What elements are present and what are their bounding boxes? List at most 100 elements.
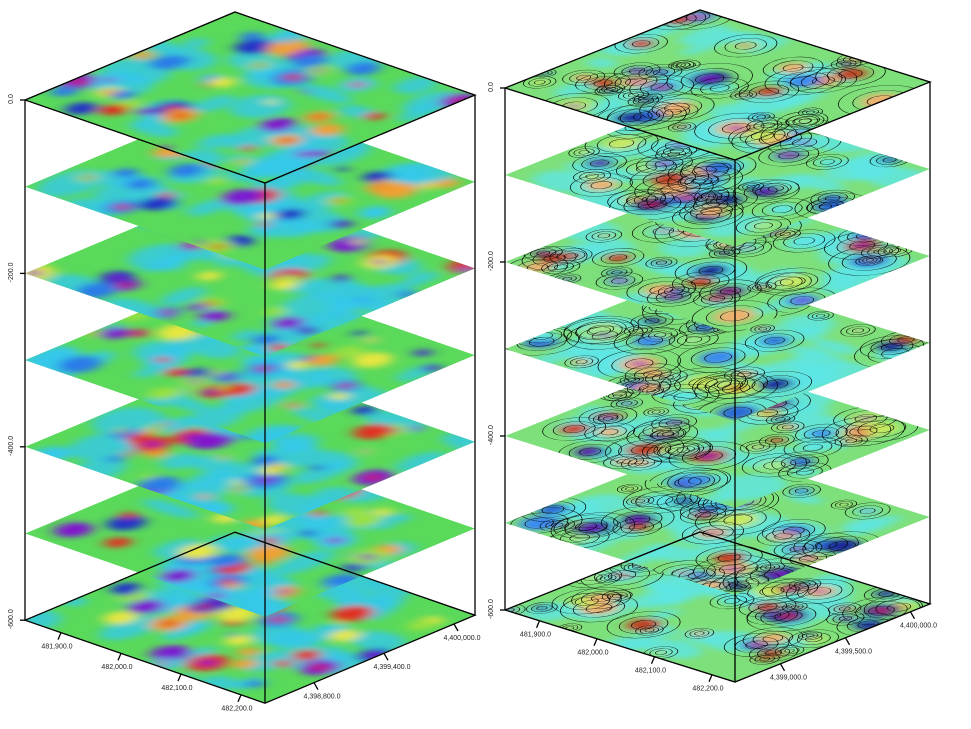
contour	[553, 514, 619, 539]
contour	[592, 248, 645, 268]
contour	[549, 247, 593, 264]
contour	[777, 71, 830, 91]
contour	[666, 63, 753, 95]
contour	[691, 178, 706, 184]
blob-core	[539, 251, 547, 255]
slice-base	[505, 532, 930, 682]
contour	[623, 377, 640, 383]
contour	[800, 72, 847, 89]
blob	[237, 647, 260, 657]
blob	[247, 545, 290, 562]
blob	[206, 177, 227, 186]
slice-blobs	[25, 532, 444, 692]
contour	[633, 193, 666, 205]
contour	[751, 375, 801, 393]
contour	[670, 288, 684, 294]
tick	[535, 620, 541, 629]
blob-core	[655, 84, 668, 90]
contour	[620, 521, 654, 534]
blob-core	[280, 383, 288, 387]
contour	[695, 504, 781, 536]
slice	[25, 12, 475, 184]
blob-core	[186, 390, 192, 393]
contour	[631, 620, 657, 630]
contour	[672, 202, 744, 229]
contour	[825, 195, 841, 201]
contour	[873, 249, 887, 255]
contour	[601, 266, 633, 279]
contour	[588, 324, 615, 335]
contour	[676, 333, 711, 346]
contour	[812, 430, 831, 437]
contour	[625, 358, 654, 369]
contour	[858, 256, 882, 265]
blob	[669, 390, 702, 403]
contour	[808, 587, 832, 596]
contour	[840, 436, 863, 445]
contour	[721, 383, 751, 394]
blob	[196, 271, 222, 281]
contour	[599, 87, 619, 94]
contour	[695, 512, 711, 519]
blob	[717, 512, 759, 528]
contour	[637, 199, 667, 210]
contour	[793, 237, 815, 245]
contour	[706, 559, 759, 579]
contour	[584, 422, 636, 442]
contour	[655, 260, 668, 265]
contour	[764, 565, 776, 570]
contour	[662, 10, 734, 30]
slice	[505, 10, 930, 160]
blob	[684, 474, 715, 486]
blob	[260, 515, 287, 526]
blob	[123, 451, 135, 456]
blob	[791, 415, 849, 437]
blob	[209, 77, 236, 88]
contour	[676, 125, 687, 129]
contour	[652, 227, 675, 235]
contour	[783, 233, 826, 249]
contour	[530, 248, 557, 258]
blob	[531, 79, 548, 86]
contour	[851, 328, 865, 333]
contour	[846, 326, 870, 335]
blob	[703, 195, 716, 200]
blob	[141, 428, 158, 435]
contour	[789, 545, 807, 553]
contour	[647, 102, 699, 122]
blob-core	[198, 659, 216, 667]
contour	[785, 114, 820, 128]
contour	[611, 270, 623, 275]
contour	[618, 439, 672, 460]
contour	[691, 166, 717, 176]
blob	[240, 145, 256, 151]
blob	[241, 424, 308, 444]
blob	[693, 264, 729, 277]
contour	[623, 194, 682, 216]
blob	[293, 54, 328, 69]
blob-core	[863, 509, 872, 513]
contour	[749, 643, 799, 662]
contour	[752, 283, 772, 291]
blob	[660, 463, 711, 484]
contour	[739, 440, 777, 454]
blob-core	[891, 249, 899, 252]
contour	[805, 154, 849, 170]
blob	[153, 538, 202, 558]
contour	[835, 59, 857, 68]
contour	[551, 588, 622, 615]
blob	[103, 611, 138, 625]
blob	[239, 586, 277, 602]
blob	[586, 179, 617, 191]
contour	[680, 63, 691, 68]
contour	[821, 416, 905, 447]
contour	[861, 244, 899, 259]
blob-core	[414, 427, 420, 430]
contour	[569, 72, 599, 83]
blob	[160, 453, 202, 470]
contour	[700, 194, 719, 201]
blob	[758, 633, 788, 644]
blob	[894, 335, 918, 344]
contour	[716, 595, 748, 607]
contour	[598, 413, 619, 421]
